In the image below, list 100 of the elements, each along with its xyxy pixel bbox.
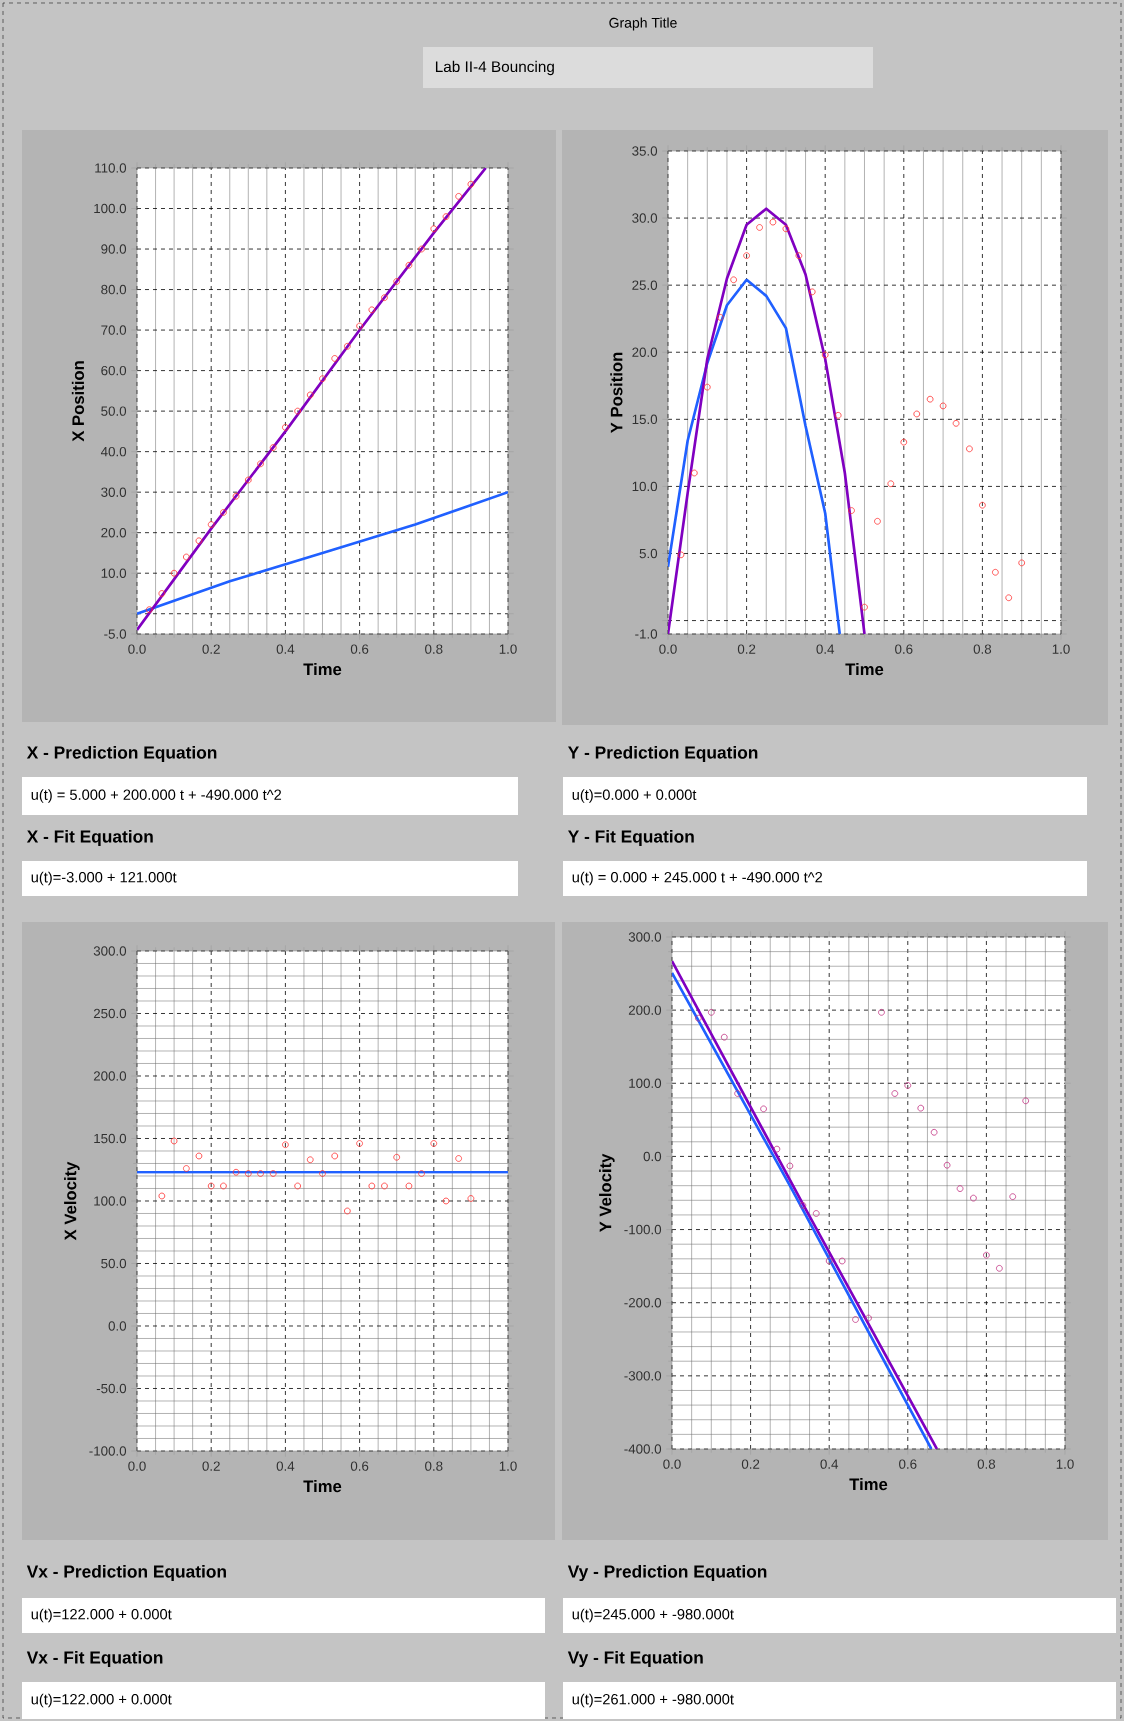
y-tick-label: 300.0 <box>93 946 127 956</box>
y-axis-title: Y Position <box>610 352 623 433</box>
point <box>786 1162 794 1170</box>
y-tick-label: 35.0 <box>632 146 658 156</box>
y-tick-label: 0.0 <box>108 1321 127 1331</box>
text: Vy - Fit Equation <box>567 1650 703 1668</box>
y-tick-label: 100.0 <box>629 1078 662 1088</box>
point <box>282 424 289 431</box>
point <box>405 261 413 269</box>
point <box>992 568 999 576</box>
line-series <box>668 278 842 634</box>
point <box>730 276 737 284</box>
point <box>294 1182 301 1190</box>
point <box>393 1153 401 1161</box>
x-tick-label: 1.0 <box>499 1461 517 1471</box>
x-tick-label: 0.0 <box>663 1459 681 1469</box>
y-tick-label: 50.0 <box>101 406 127 416</box>
y-tick-label: -100.0 <box>624 1224 662 1235</box>
point <box>319 375 326 383</box>
x-tick-label: 0.2 <box>741 1459 760 1469</box>
x-tick-label: 0.8 <box>425 644 443 654</box>
point <box>865 1314 872 1322</box>
point <box>1018 559 1026 567</box>
y-tick-label: 30.0 <box>632 213 658 223</box>
x-tick-label: 0.4 <box>276 1461 295 1471</box>
point <box>207 521 215 528</box>
x-tick-label: 0.6 <box>895 644 913 654</box>
point <box>381 294 388 301</box>
point <box>368 1182 376 1190</box>
text: u(t)=261.000 + -980.000t <box>572 1693 734 1708</box>
point <box>331 1152 339 1160</box>
x-axis-title: Time <box>303 662 342 676</box>
point <box>405 1182 413 1190</box>
point <box>195 1152 203 1160</box>
point <box>691 469 698 477</box>
point <box>891 1090 899 1097</box>
x-tick-label: 0.2 <box>202 1461 220 1471</box>
point <box>926 395 934 403</box>
point <box>442 213 450 220</box>
point <box>861 603 868 611</box>
y-tick-label: 110.0 <box>95 163 127 173</box>
y-tick-label: 0.0 <box>643 1151 662 1162</box>
text: u(t) = 5.000 + 200.000 t + -490.000 t^2 <box>31 789 282 803</box>
point <box>930 1128 938 1136</box>
x-tick-label: 0.4 <box>276 644 295 654</box>
point <box>220 509 227 516</box>
point <box>743 252 750 259</box>
y-tick-label: 150.0 <box>94 1133 127 1144</box>
point <box>344 342 351 350</box>
y-tick-label: -50.0 <box>96 1383 127 1394</box>
point <box>455 193 462 200</box>
x-tick-label: 0.2 <box>202 644 220 654</box>
point <box>917 1104 925 1112</box>
point <box>808 288 816 296</box>
x-axis-title: Time <box>845 662 884 676</box>
point <box>939 402 947 410</box>
point <box>257 1170 264 1177</box>
y-tick-label: 70.0 <box>101 325 127 335</box>
y-tick-label: 15.0 <box>632 414 658 425</box>
point <box>232 492 240 500</box>
point <box>812 1210 820 1217</box>
text: Vx - Prediction Equation <box>26 1564 226 1582</box>
text: Y - Prediction Equation <box>568 745 758 763</box>
point <box>145 606 153 614</box>
point <box>306 1156 314 1164</box>
point <box>183 553 190 561</box>
point <box>356 322 363 330</box>
point <box>707 1009 715 1016</box>
point <box>331 355 339 362</box>
point <box>852 1316 859 1323</box>
point <box>677 551 685 559</box>
point <box>244 1170 252 1177</box>
point <box>1009 1193 1017 1200</box>
y-tick-label: 20.0 <box>632 347 658 357</box>
point <box>695 1014 702 1022</box>
point <box>467 180 475 188</box>
point <box>269 1170 277 1177</box>
y-tick-label: 50.0 <box>101 1258 127 1269</box>
x-tick-label: 1.0 <box>1052 644 1070 654</box>
point <box>913 410 921 418</box>
point <box>282 1141 289 1149</box>
x-tick-label: 0.0 <box>659 644 677 654</box>
x-tick-label: 0.6 <box>350 1461 369 1471</box>
point <box>716 314 724 321</box>
line-series <box>137 490 508 616</box>
x-tick-label: 0.4 <box>816 644 835 654</box>
text: Vx - Fit Equation <box>26 1650 163 1668</box>
point <box>834 411 842 419</box>
point <box>970 1194 977 1202</box>
point <box>795 252 803 259</box>
point <box>418 245 425 253</box>
text: Lab II-4 Bouncing <box>435 60 554 76</box>
y-tick-label: 10.0 <box>101 568 127 578</box>
text: u(t) = 0.000 + 245.000 t + -490.000 t^2 <box>572 871 823 886</box>
y-tick-label: 100.0 <box>94 1196 127 1206</box>
y-axis-title: X Velocity <box>64 1161 80 1241</box>
point <box>393 278 401 285</box>
point <box>368 306 376 314</box>
point <box>734 1090 741 1097</box>
text: X - Fit Equation <box>26 829 153 847</box>
